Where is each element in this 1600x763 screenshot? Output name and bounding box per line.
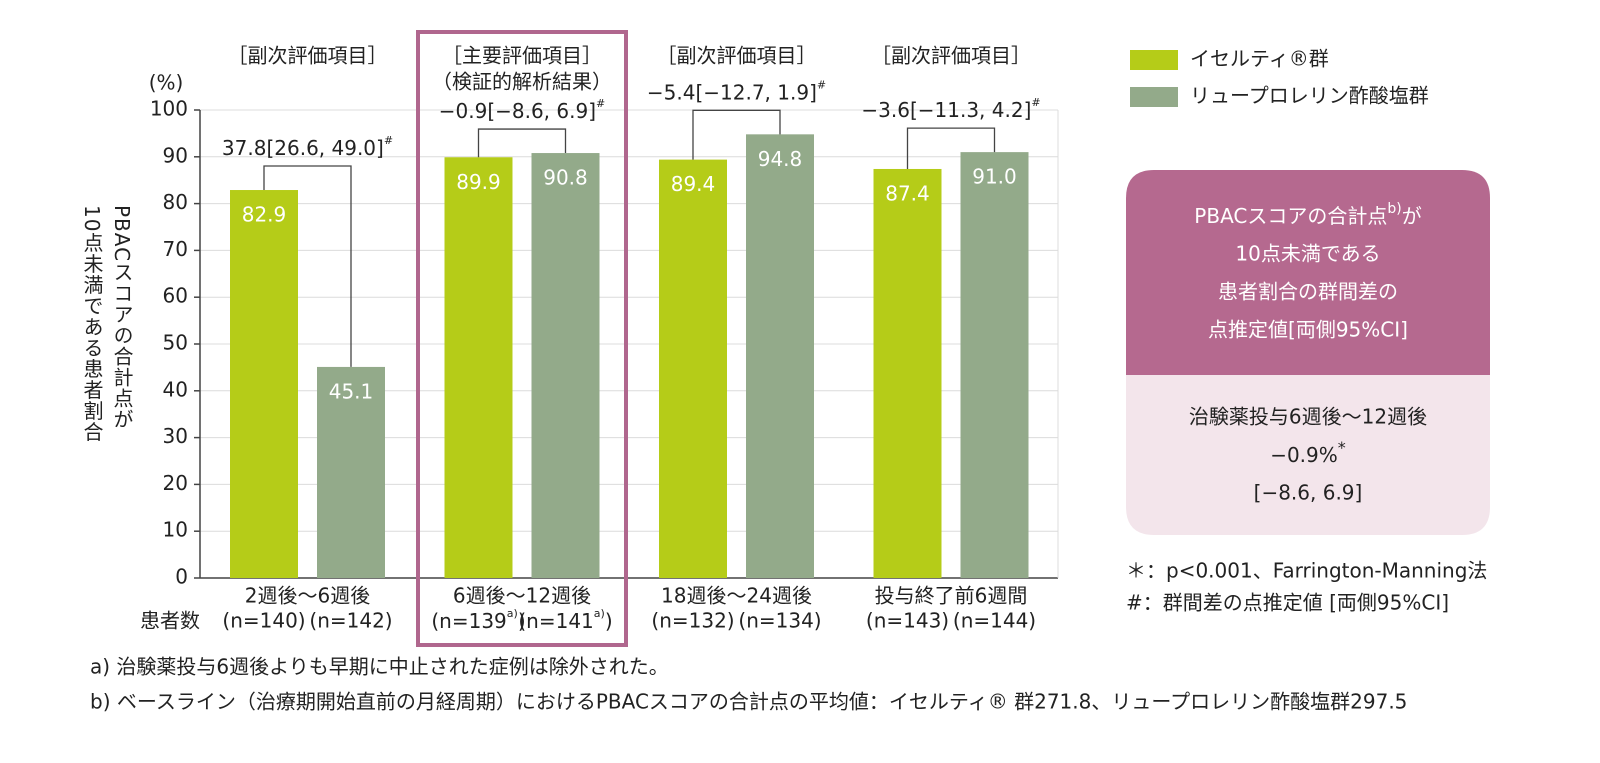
- y-axis-label: 10点未満である患者割合: [80, 205, 104, 442]
- bracket: [477, 128, 567, 158]
- summary-heading: PBACスコアの合計点b)が: [1194, 201, 1421, 228]
- x-tick-label: 18週後〜24週後: [661, 584, 812, 608]
- y-tick-label: 80: [163, 190, 188, 214]
- n-count: (n=142): [309, 609, 392, 633]
- difference-label: −3.6[−11.3, 4.2]#: [861, 96, 1040, 122]
- summary-heading-text: PBACスコアの合計点: [1194, 204, 1387, 228]
- value-label: 94.8: [758, 147, 803, 171]
- bar: [230, 190, 298, 578]
- x-tick-label: 2週後〜6週後: [245, 584, 370, 608]
- summary-period: 治験薬投与6週後〜12週後: [1189, 405, 1427, 429]
- difference-label: 37.8[26.6, 49.0]#: [222, 134, 393, 160]
- y-axis-label: PBACスコアの合計点が: [110, 205, 134, 430]
- y-tick-label: 60: [163, 284, 188, 308]
- footnote: a) 治験薬投与6週後よりも早期に中止された症例は除外された。: [90, 655, 669, 679]
- n-count-post: ): [605, 609, 613, 633]
- summary-bottom: [1126, 375, 1490, 535]
- y-tick-label: 40: [163, 377, 188, 401]
- note: #：群間差の点推定値 [両側95%CI]: [1126, 591, 1449, 615]
- summary-heading-post: が: [1402, 204, 1422, 228]
- summary-heading: 患者割合の群間差の: [1218, 280, 1398, 304]
- summary-heading: 点推定値[両側95%CI]: [1208, 318, 1408, 342]
- difference-label-text: −0.9[−8.6, 6.9]: [439, 99, 596, 123]
- y-tick-label: 0: [175, 565, 188, 589]
- value-label: 91.0: [972, 165, 1017, 189]
- n-count-post: ): [518, 609, 526, 633]
- y-tick-label: 30: [163, 424, 188, 448]
- x-tick-label: 投与終了前6週間: [875, 584, 1028, 608]
- difference-label-text: 37.8[26.6, 49.0]: [222, 136, 384, 160]
- value-label: 89.4: [671, 172, 716, 196]
- group-label: ［副次評価項目］: [871, 44, 1031, 68]
- y-tick-label: 20: [163, 471, 188, 495]
- summary-estimate-text: −0.9%: [1270, 443, 1338, 467]
- bar: [531, 153, 600, 578]
- value-label: 45.1: [329, 379, 374, 403]
- bar: [659, 159, 727, 578]
- value-label: 82.9: [242, 203, 287, 227]
- n-count-note: a): [594, 607, 605, 620]
- footnote: b) ベースライン（治療期開始直前の月経周期）におけるPBACスコアの合計点の平…: [90, 690, 1407, 714]
- legend-label: リュープロレリン酢酸塩群: [1190, 84, 1429, 108]
- legend-label: イセルティ®群: [1190, 47, 1329, 71]
- n-count: (n=143): [866, 609, 949, 633]
- note: ＊：p<0.001、Farrington-Manning法: [1126, 559, 1487, 583]
- bar: [746, 134, 814, 578]
- summary-heading-note: b): [1387, 201, 1401, 217]
- y-tick-label: 100: [150, 97, 188, 121]
- summary-ci: [−8.6, 6.9]: [1254, 481, 1363, 505]
- summary-estimate-note: *: [1338, 438, 1346, 457]
- legend-swatch: [1130, 50, 1178, 70]
- n-count: (n=141a)): [518, 607, 612, 633]
- value-label: 90.8: [543, 166, 588, 190]
- bracket: [906, 127, 996, 169]
- difference-label-note: #: [1031, 96, 1040, 109]
- x-tick-label: 6週後〜12週後: [453, 584, 591, 608]
- group-label: ［主要評価項目］: [442, 44, 602, 68]
- summary-top: [1126, 170, 1490, 375]
- n-count-text: (n=139: [431, 609, 506, 633]
- n-count: (n=144): [953, 609, 1036, 633]
- n-label: 患者数: [140, 609, 200, 633]
- n-count: (n=140): [222, 609, 305, 633]
- bracket: [263, 165, 352, 367]
- difference-label-note: #: [384, 134, 393, 147]
- group-label: ［副次評価項目］: [657, 44, 817, 68]
- summary-estimate: −0.9%*: [1270, 438, 1346, 467]
- bar: [873, 168, 942, 578]
- difference-label: −0.9[−8.6, 6.9]#: [439, 97, 605, 123]
- highlight-frame: [416, 30, 628, 647]
- bar: [317, 366, 385, 578]
- difference-label-note: #: [596, 97, 605, 110]
- value-label: 89.9: [456, 170, 501, 194]
- group-label: ［副次評価項目］: [228, 44, 388, 68]
- n-count: (n=134): [738, 609, 821, 633]
- difference-label: −5.4[−12.7, 1.9]#: [647, 78, 826, 104]
- bar: [444, 157, 513, 578]
- n-count: (n=139a)): [431, 607, 525, 633]
- y-tick-label: 70: [163, 237, 188, 261]
- difference-label-note: #: [817, 78, 826, 91]
- legend-swatch: [1130, 87, 1178, 107]
- value-label: 87.4: [885, 181, 930, 205]
- y-tick-label: 50: [163, 331, 188, 355]
- n-count: (n=132): [651, 609, 734, 633]
- n-count-note: a): [507, 607, 518, 620]
- n-count-text: (n=141: [518, 609, 593, 633]
- summary-heading: 10点未満である: [1235, 242, 1380, 266]
- bar: [960, 152, 1029, 578]
- difference-label-text: −5.4[−12.7, 1.9]: [647, 80, 817, 104]
- group-label: （検証的解析結果）: [432, 70, 612, 94]
- y-tick-label: 10: [163, 518, 188, 542]
- y-unit: (%): [149, 71, 184, 95]
- y-tick-label: 90: [163, 143, 188, 167]
- bracket: [692, 109, 781, 160]
- difference-label-text: −3.6[−11.3, 4.2]: [861, 98, 1031, 122]
